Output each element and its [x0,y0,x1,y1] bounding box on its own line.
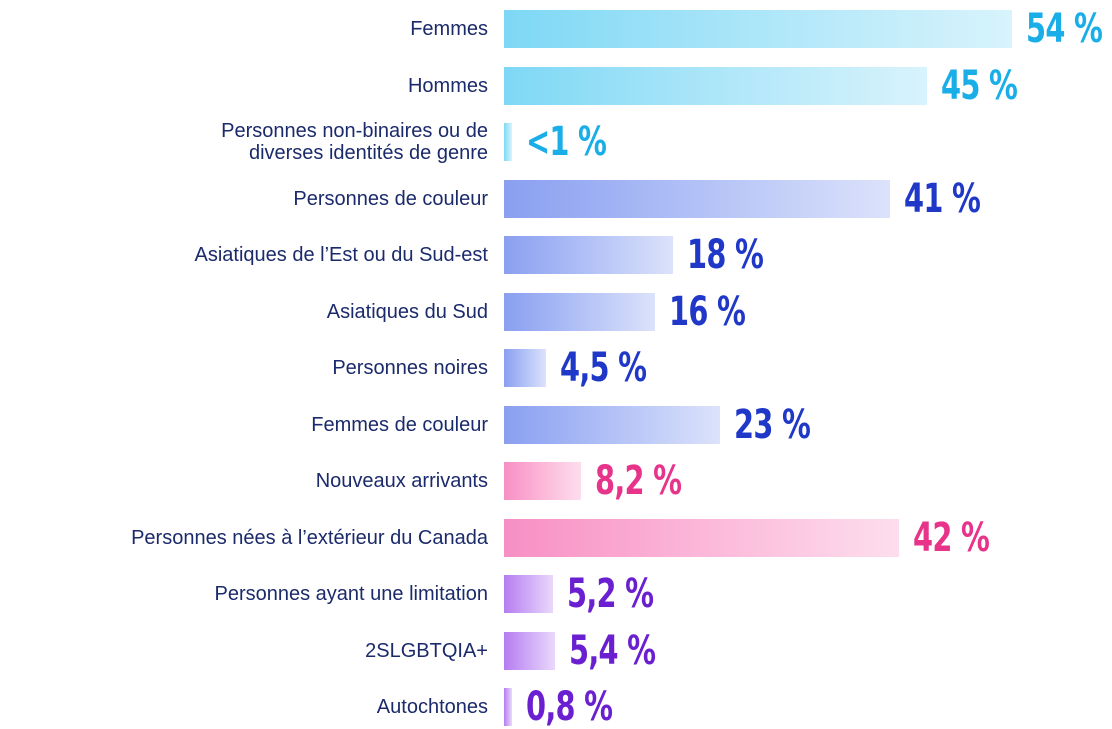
bar [504,66,928,105]
category-label: Personnes noires [332,357,488,379]
bar [504,462,582,500]
value-label: 23 % [734,401,811,448]
value-label: 0,8 % [525,684,613,729]
value-label: 8,2 % [595,458,682,504]
category-label: Personnes ayant une limitation [214,583,489,605]
category-label: Femmes [410,18,488,40]
category-label: Personnes nées à l’extérieur du Canada [131,526,488,549]
value-label: 5,2 % [566,571,654,617]
value-label: 4,5 % [560,345,647,391]
category-label: Personnes non-binaires ou de diverses id… [221,120,488,164]
category-label: Personnes de couleur [293,187,488,210]
bar [504,631,555,670]
value-label: <1 % [526,119,607,165]
value-label: 41 % [903,175,981,222]
bar [504,405,721,444]
value-label: 18 % [687,232,764,278]
category-label: Asiatiques de l’Est ou du Sud-est [194,244,488,266]
bar [504,518,900,557]
category-label: Autochtones [376,696,488,718]
bar [504,292,655,331]
category-label: Femmes de couleur [311,413,488,436]
bar [504,349,547,387]
bar [504,123,513,161]
value-label: 54 % [1026,6,1103,52]
value-label: 45 % [941,62,1018,109]
bar [504,179,890,218]
bar [504,10,1012,48]
bar [504,575,553,613]
value-label: 5,4 % [568,627,656,674]
bar [504,688,512,726]
value-label: 42 % [913,514,990,561]
category-label: Nouveaux arrivants [315,470,488,492]
category-label: Hommes [407,74,488,97]
category-label: 2SLGBTQIA+ [365,639,488,662]
bar [504,236,674,274]
value-label: 16 % [668,288,746,335]
category-label: Asiatiques du Sud [326,300,488,323]
